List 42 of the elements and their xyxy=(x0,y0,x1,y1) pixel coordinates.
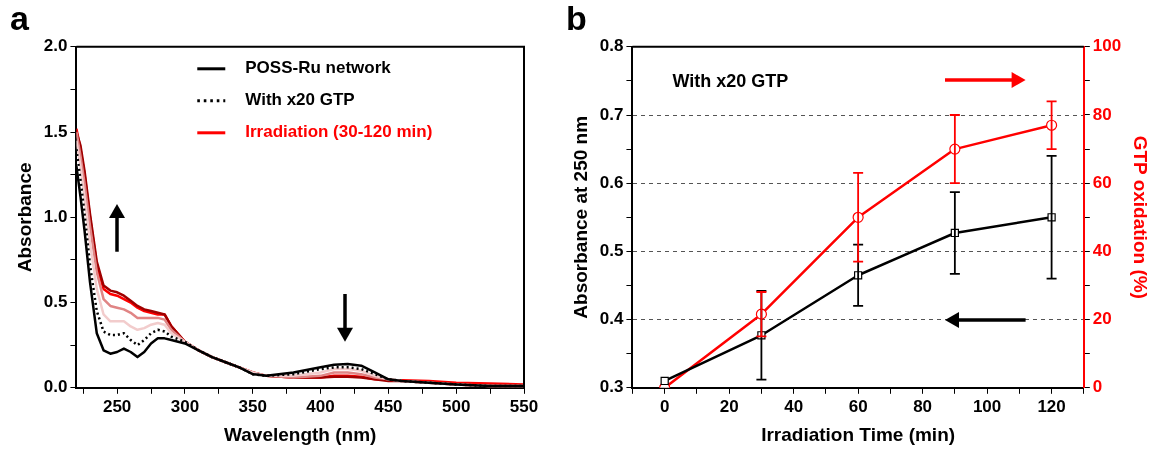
x-tick-label: 300 xyxy=(170,396,200,416)
legend-label: Irradiation (30-120 min) xyxy=(245,122,433,142)
x-tick-label: 120 xyxy=(1037,396,1066,416)
x-tick-label: 100 xyxy=(972,396,1002,416)
x-tick-label: 60 xyxy=(848,396,868,416)
x-tick-label: 400 xyxy=(306,396,335,416)
legend-label: With x20 GTP xyxy=(245,90,355,110)
y2-tick-label: 0 xyxy=(1092,377,1103,397)
x-tick-label: 350 xyxy=(238,396,267,416)
x-tick-label: 80 xyxy=(913,396,933,416)
chart-title: a xyxy=(10,0,30,37)
x-tick-label: 0 xyxy=(659,396,670,416)
y2-tick-label: 20 xyxy=(1092,309,1112,329)
y-axis-title: Absorbance xyxy=(13,162,35,273)
x-tick-label: 40 xyxy=(784,396,804,416)
legend-label: POSS-Ru network xyxy=(245,58,392,78)
x-tick-label: 450 xyxy=(374,396,403,416)
x-tick-label: 500 xyxy=(442,396,471,416)
y-tick-label: 0.8 xyxy=(599,36,624,56)
x-tick-label: 250 xyxy=(102,396,132,416)
x-axis-title: Wavelength (nm) xyxy=(224,423,377,445)
x-tick-label: 20 xyxy=(719,396,739,416)
y-tick-label: 1.0 xyxy=(43,206,68,226)
chart-title: b xyxy=(566,0,587,37)
y2-tick-label: 100 xyxy=(1092,36,1122,56)
y-tick-label: 0.6 xyxy=(599,172,624,192)
annotation: With x20 GTP xyxy=(672,70,789,91)
y-tick-label: 0.7 xyxy=(599,104,624,124)
y2-tick-label: 80 xyxy=(1092,104,1112,124)
y-tick-label: 0.0 xyxy=(43,377,68,397)
y-axis-title: Absorbance at 250 nm xyxy=(569,115,591,319)
y-tick-label: 0.4 xyxy=(599,309,624,329)
y-tick-label: 1.5 xyxy=(43,121,68,141)
x-axis-title: Irradiation Time (min) xyxy=(761,423,956,445)
y-tick-label: 0.5 xyxy=(43,292,68,312)
y-tick-label: 2.0 xyxy=(43,36,68,56)
y-tick-label: 0.5 xyxy=(599,241,624,261)
y-tick-label: 0.3 xyxy=(599,377,624,397)
x-tick-label: 550 xyxy=(509,396,539,416)
y2-tick-label: 40 xyxy=(1092,241,1112,261)
y2-axis-title: GTP oxidation (%) xyxy=(1130,135,1152,299)
y2-tick-label: 60 xyxy=(1092,172,1112,192)
